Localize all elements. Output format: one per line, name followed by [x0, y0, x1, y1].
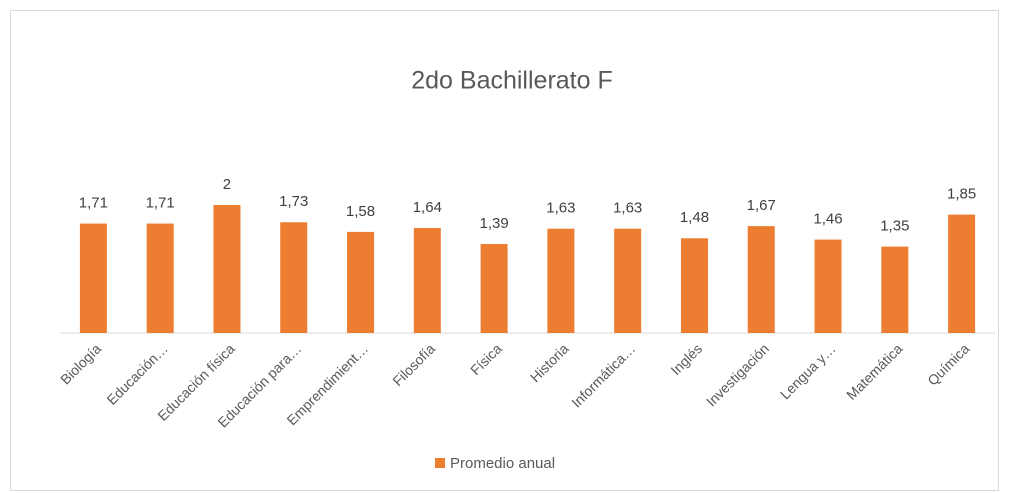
data-label: 1,71 [146, 195, 175, 212]
bar [680, 238, 708, 333]
data-label: 1,67 [747, 197, 776, 214]
legend-label: Promedio anual [450, 455, 555, 472]
bar [948, 214, 976, 333]
bar [146, 223, 174, 333]
bar [347, 231, 375, 333]
data-label: 1,48 [680, 209, 709, 226]
bar [413, 228, 441, 333]
bar [480, 244, 508, 333]
data-label: 1,39 [480, 215, 509, 232]
chart-title: 2do Bachillerato F [411, 67, 613, 95]
bar [547, 228, 575, 333]
data-label: 2 [223, 176, 231, 193]
bar [280, 222, 308, 333]
data-label: 1,35 [880, 218, 909, 235]
data-label: 1,85 [947, 186, 976, 203]
data-label: 1,58 [346, 203, 375, 220]
legend-swatch [435, 458, 445, 468]
bar [79, 223, 107, 333]
data-label: 1,63 [546, 200, 575, 217]
data-label: 1,71 [79, 195, 108, 212]
bar [213, 205, 241, 333]
data-label: 1,46 [813, 211, 842, 228]
bar [814, 239, 842, 333]
data-label: 1,73 [279, 193, 308, 210]
data-label: 1,64 [413, 199, 442, 216]
bar [881, 246, 909, 333]
data-label: 1,63 [613, 200, 642, 217]
bar [747, 226, 775, 333]
bar [614, 228, 642, 333]
